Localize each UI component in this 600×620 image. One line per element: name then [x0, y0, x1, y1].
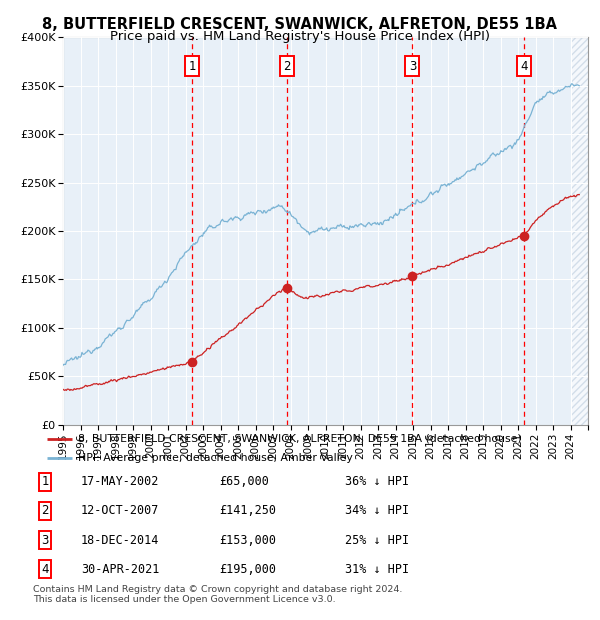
Text: 30-APR-2021: 30-APR-2021: [81, 563, 160, 575]
Text: 34% ↓ HPI: 34% ↓ HPI: [345, 505, 409, 517]
Text: 4: 4: [520, 60, 527, 73]
Text: 2: 2: [283, 60, 290, 73]
Text: Contains HM Land Registry data © Crown copyright and database right 2024.
This d: Contains HM Land Registry data © Crown c…: [33, 585, 403, 604]
Text: £65,000: £65,000: [219, 476, 269, 488]
Text: 12-OCT-2007: 12-OCT-2007: [81, 505, 160, 517]
Text: 1: 1: [188, 60, 196, 73]
Text: HPI: Average price, detached house, Amber Valley: HPI: Average price, detached house, Ambe…: [77, 453, 352, 463]
Text: 31% ↓ HPI: 31% ↓ HPI: [345, 563, 409, 575]
Text: 25% ↓ HPI: 25% ↓ HPI: [345, 534, 409, 546]
Text: £141,250: £141,250: [219, 505, 276, 517]
Bar: [571, 37, 597, 425]
Text: 18-DEC-2014: 18-DEC-2014: [81, 534, 160, 546]
Text: Price paid vs. HM Land Registry's House Price Index (HPI): Price paid vs. HM Land Registry's House …: [110, 30, 490, 43]
Text: 2: 2: [41, 505, 49, 517]
Text: 8, BUTTERFIELD CRESCENT, SWANWICK, ALFRETON, DE55 1BA: 8, BUTTERFIELD CRESCENT, SWANWICK, ALFRE…: [43, 17, 557, 32]
Text: 4: 4: [41, 563, 49, 575]
Text: 3: 3: [409, 60, 416, 73]
Text: £153,000: £153,000: [219, 534, 276, 546]
Text: 17-MAY-2002: 17-MAY-2002: [81, 476, 160, 488]
Text: 36% ↓ HPI: 36% ↓ HPI: [345, 476, 409, 488]
Text: 1: 1: [41, 476, 49, 488]
Text: 3: 3: [41, 534, 49, 546]
Text: 8, BUTTERFIELD CRESCENT, SWANWICK, ALFRETON, DE55 1BA (detached house): 8, BUTTERFIELD CRESCENT, SWANWICK, ALFRE…: [77, 434, 521, 444]
Text: £195,000: £195,000: [219, 563, 276, 575]
